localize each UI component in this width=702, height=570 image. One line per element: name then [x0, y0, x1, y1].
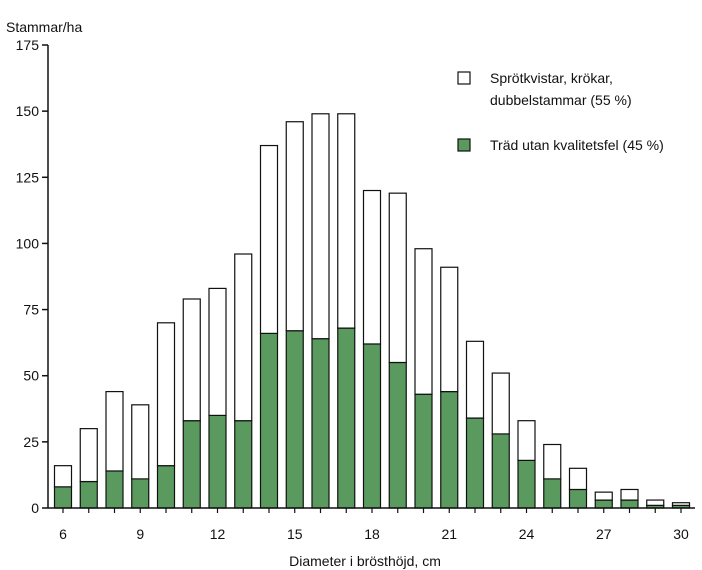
bar-defects-d7: [79, 428, 98, 483]
bar-defects-d21: [440, 266, 459, 393]
y-tick-label: 125: [16, 169, 40, 185]
y-tick-label: 175: [16, 37, 40, 53]
x-tick-label: 12: [210, 526, 226, 542]
bar-no-defects-d27: [594, 499, 613, 509]
bar-no-defects-d12: [208, 414, 227, 509]
bar-defects-d25: [543, 443, 562, 480]
bar-no-defects-d26: [568, 488, 588, 509]
bar-no-defects-d15: [285, 330, 304, 509]
x-tick-label: 18: [364, 526, 380, 542]
bar-defects-d15: [285, 121, 304, 332]
bar-no-defects-d6: [53, 486, 73, 509]
bar-defects-d18: [362, 189, 382, 345]
bar-no-defects-d28: [620, 499, 639, 509]
bar-defects-d13: [234, 253, 253, 422]
y-tick-label: 25: [23, 434, 39, 450]
bar-defects-d30: [671, 502, 691, 506]
bar-defects-d14: [259, 144, 279, 334]
bar-no-defects-d20: [414, 393, 433, 509]
x-tick-label: 30: [673, 526, 689, 542]
bar-defects-d6: [53, 465, 73, 488]
bar-defects-d29: [646, 499, 665, 506]
bar-defects-d26: [568, 467, 588, 491]
plot-area: [53, 113, 691, 509]
bar-defects-d8: [105, 390, 124, 472]
bar-defects-d17: [337, 113, 356, 329]
legend-label-defects-line2: dubbelstammar (55 %): [490, 92, 632, 108]
legend-swatch-defects: [457, 71, 471, 85]
legend-label-no-defects: Träd utan kvalitetsfel (45 %): [490, 137, 664, 153]
bar-no-defects-d23: [491, 433, 510, 509]
legend-label-defects-line1: Sprötkvistar, krökar,: [490, 70, 613, 86]
bar-defects-d19: [388, 192, 407, 364]
bar-defects-d9: [131, 404, 150, 480]
y-tick-label: 100: [16, 235, 40, 251]
bar-no-defects-d9: [131, 478, 150, 509]
bar-defects-d16: [311, 113, 330, 340]
bar-no-defects-d8: [105, 470, 124, 509]
x-tick-label: 24: [519, 526, 535, 542]
bar-no-defects-d25: [543, 478, 562, 509]
x-axis-ticks: 6 9 12 15 18 21 24 27 30: [59, 508, 689, 542]
bar-defects-d27: [594, 491, 613, 501]
bar-no-defects-d17: [337, 327, 356, 509]
x-tick-label: 6: [59, 526, 67, 542]
y-axis-title: Stammar/ha: [6, 19, 82, 35]
legend-swatch-no-defects: [457, 138, 471, 152]
bar-no-defects-d13: [234, 420, 253, 509]
bar-defects-d11: [182, 298, 201, 422]
bar-no-defects-d11: [182, 420, 201, 509]
bar-defects-d23: [491, 372, 510, 435]
bar-no-defects-d22: [465, 417, 485, 509]
legend: Sprötkvistar, krökar, dubbelstammar (55 …: [457, 70, 664, 153]
bar-defects-d24: [517, 420, 536, 461]
bar-no-defects-d19: [388, 361, 407, 509]
bar-defects-d12: [208, 287, 227, 417]
bar-no-defects-d10: [156, 465, 176, 509]
y-tick-label: 0: [31, 500, 39, 516]
x-tick-label: 9: [136, 526, 144, 542]
bar-no-defects-d24: [517, 459, 536, 509]
y-tick-label: 50: [23, 368, 39, 384]
x-axis-title: Diameter i brösthöjd, cm: [289, 553, 441, 569]
bar-defects-d28: [620, 488, 639, 501]
y-tick-label: 150: [16, 103, 40, 119]
bar-no-defects-d7: [79, 480, 98, 509]
bar-no-defects-d18: [362, 343, 382, 509]
x-tick-label: 15: [287, 526, 303, 542]
x-tick-label: 27: [596, 526, 612, 542]
x-tick-label: 21: [441, 526, 457, 542]
bar-no-defects-d16: [311, 338, 330, 509]
bar-no-defects-d21: [440, 390, 459, 509]
bar-defects-d20: [414, 248, 433, 395]
y-axis-ticks: 0 25 50 75 100 125 150 175: [16, 37, 48, 516]
bar-defects-d10: [156, 322, 176, 467]
bar-no-defects-d14: [259, 332, 279, 509]
bar-defects-d22: [465, 340, 485, 419]
y-tick-label: 75: [23, 302, 39, 318]
